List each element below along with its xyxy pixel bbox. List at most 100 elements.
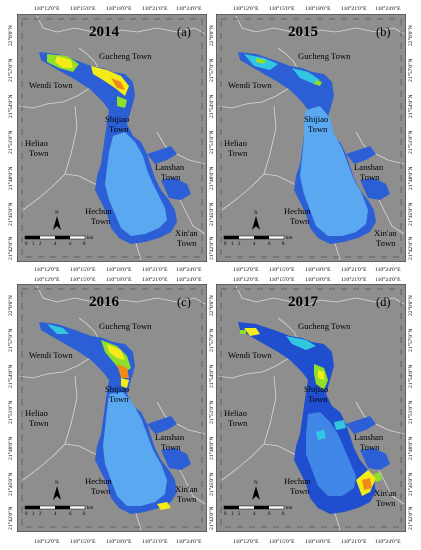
town-label-shijiao: Shijiao: [105, 384, 129, 394]
year-label: 2015: [288, 24, 318, 40]
svg-text:1: 1: [231, 242, 234, 247]
town-label-lanshan-suffix: Town: [360, 172, 380, 182]
lon-labels-bottom-row1-left: 110°12'0"E 110°15'0"E 110°18'0"E 110°21'…: [34, 266, 202, 273]
svg-text:21°51'0"N: 21°51'0"N: [208, 130, 215, 154]
map-svg-2017: 2017 (d) Gucheng Town Wendi Town Shijiao…: [216, 284, 406, 532]
lat-labels-right-top: 22°0'0"N 21°57'0"N 21°54'0"N 21°51'0"N 2…: [407, 25, 414, 260]
svg-text:2: 2: [238, 242, 241, 247]
svg-text:21°45'0"N: 21°45'0"N: [407, 202, 414, 226]
svg-text:4: 4: [54, 512, 57, 517]
north-arrow: N: [252, 211, 260, 230]
north-arrow: N: [53, 211, 61, 230]
lat-labels-left-bottom: 22°0'0"N 21°57'0"N 21°54'0"N 21°51'0"N 2…: [7, 295, 14, 530]
town-label-gucheng: Gucheng Town: [99, 321, 152, 331]
lon-labels-top-left: 110°12'0"E 110°15'0"E 110°18'0"E 110°21'…: [34, 5, 202, 12]
lon-labels-bottom-right: 110°12'0"E 110°15'0"E 110°18'0"E 110°21'…: [233, 538, 401, 545]
svg-text:21°45'0"N: 21°45'0"N: [7, 472, 14, 496]
svg-text:6: 6: [268, 242, 271, 247]
svg-text:N: N: [254, 211, 258, 216]
svg-text:22°0'0"N: 22°0'0"N: [7, 295, 14, 316]
town-label-gucheng: Gucheng Town: [298, 51, 351, 61]
svg-text:21°45'0"N: 21°45'0"N: [7, 202, 14, 226]
lat-labels-mid-bottom: 22°0'0"N 21°57'0"N 21°54'0"N 21°51'0"N 2…: [208, 295, 215, 530]
panel-letter: (c): [177, 295, 191, 309]
lon-labels-bottom-row1-right: 110°12'0"E 110°15'0"E 110°18'0"E 110°21'…: [233, 266, 401, 273]
svg-text:110°24'0"E: 110°24'0"E: [176, 266, 202, 273]
town-label-hechun: Hechun: [284, 206, 311, 216]
town-label-wendi: Wendi Town: [29, 80, 73, 90]
svg-text:110°18'0"E: 110°18'0"E: [305, 276, 331, 283]
svg-text:21°54'0"N: 21°54'0"N: [407, 364, 414, 388]
svg-text:110°21'0"E: 110°21'0"E: [341, 5, 367, 12]
svg-text:110°21'0"E: 110°21'0"E: [341, 276, 367, 283]
town-label-heliao: Heliao: [224, 408, 247, 418]
water-quality-classes: [47, 324, 171, 510]
town-label-wendi: Wendi Town: [228, 350, 272, 360]
map-svg-2014: 2014 (a) Gucheng Town Wendi Town Shijiao…: [17, 14, 207, 262]
north-arrow: N: [53, 481, 61, 500]
svg-text:21°57'0"N: 21°57'0"N: [208, 58, 215, 82]
town-label-xinan: Xin'an: [374, 228, 397, 238]
svg-text:21°48'0"N: 21°48'0"N: [7, 436, 14, 460]
svg-text:2: 2: [238, 512, 241, 517]
svg-text:6: 6: [268, 512, 271, 517]
svg-text:110°15'0"E: 110°15'0"E: [70, 538, 96, 545]
graticule-frame: [220, 18, 402, 258]
town-label-heliao-suffix: Town: [228, 418, 248, 428]
svg-text:110°15'0"E: 110°15'0"E: [70, 266, 96, 273]
svg-text:110°21'0"E: 110°21'0"E: [341, 538, 367, 545]
town-label-hechun-suffix: Town: [91, 486, 111, 496]
scale-bar: 0 1 2 4 6 8 km: [24, 235, 94, 247]
map-panel-2015: 2015 (b) Gucheng Town Wendi Town Shijiao…: [216, 14, 406, 262]
svg-text:110°15'0"E: 110°15'0"E: [70, 276, 96, 283]
town-label-xinan-suffix: Town: [376, 238, 396, 248]
year-label: 2017: [288, 294, 319, 310]
svg-text:110°12'0"E: 110°12'0"E: [233, 5, 259, 12]
svg-text:21°42'0"N: 21°42'0"N: [208, 506, 215, 530]
town-label-hechun: Hechun: [85, 476, 112, 486]
svg-text:21°42'0"N: 21°42'0"N: [208, 236, 215, 260]
svg-text:110°24'0"E: 110°24'0"E: [375, 5, 401, 12]
svg-text:21°45'0"N: 21°45'0"N: [208, 472, 215, 496]
svg-text:21°54'0"N: 21°54'0"N: [7, 94, 14, 118]
svg-text:21°42'0"N: 21°42'0"N: [407, 236, 414, 260]
svg-text:8: 8: [83, 512, 86, 517]
svg-text:21°57'0"N: 21°57'0"N: [7, 328, 14, 352]
svg-text:110°21'0"E: 110°21'0"E: [341, 266, 367, 273]
svg-text:21°48'0"N: 21°48'0"N: [407, 436, 414, 460]
svg-text:110°12'0"E: 110°12'0"E: [34, 276, 60, 283]
svg-text:110°12'0"E: 110°12'0"E: [34, 538, 60, 545]
svg-text:110°24'0"E: 110°24'0"E: [176, 276, 202, 283]
svg-text:4: 4: [253, 512, 256, 517]
svg-text:0: 0: [224, 242, 227, 247]
town-label-xinan-suffix: Town: [177, 238, 197, 248]
map-panel-2014: 2014 (a) Gucheng Town Wendi Town Shijiao…: [17, 14, 207, 262]
svg-text:21°54'0"N: 21°54'0"N: [208, 364, 215, 388]
svg-text:110°15'0"E: 110°15'0"E: [70, 5, 96, 12]
svg-text:110°24'0"E: 110°24'0"E: [375, 266, 401, 273]
town-label-wendi: Wendi Town: [29, 350, 73, 360]
svg-text:0: 0: [224, 512, 227, 517]
svg-text:21°51'0"N: 21°51'0"N: [7, 400, 14, 424]
svg-text:110°21'0"E: 110°21'0"E: [142, 266, 168, 273]
svg-text:110°21'0"E: 110°21'0"E: [142, 276, 168, 283]
svg-text:N: N: [55, 481, 59, 486]
svg-text:110°18'0"E: 110°18'0"E: [305, 266, 331, 273]
town-label-hechun: Hechun: [85, 206, 112, 216]
svg-text:110°24'0"E: 110°24'0"E: [375, 276, 401, 283]
lon-labels-top-row2-left: 110°12'0"E 110°15'0"E 110°18'0"E 110°21'…: [34, 276, 202, 283]
svg-text:N: N: [254, 481, 258, 486]
lat-labels-mid-top: 22°0'0"N 21°57'0"N 21°54'0"N 21°51'0"N 2…: [208, 25, 215, 260]
svg-text:21°42'0"N: 21°42'0"N: [407, 506, 414, 530]
svg-text:22°0'0"N: 22°0'0"N: [208, 25, 215, 46]
panel-letter: (a): [177, 25, 191, 39]
graticule-frame: [21, 288, 203, 528]
town-label-shijiao: Shijiao: [304, 384, 328, 394]
town-label-xinan-suffix: Town: [376, 498, 396, 508]
graticule-frame: [220, 288, 402, 528]
town-label-hechun-suffix: Town: [91, 216, 111, 226]
town-label-shijiao-suffix: Town: [109, 124, 129, 134]
map-svg-2015: 2015 (b) Gucheng Town Wendi Town Shijiao…: [216, 14, 406, 262]
svg-text:21°45'0"N: 21°45'0"N: [208, 202, 215, 226]
svg-text:0: 0: [25, 242, 28, 247]
